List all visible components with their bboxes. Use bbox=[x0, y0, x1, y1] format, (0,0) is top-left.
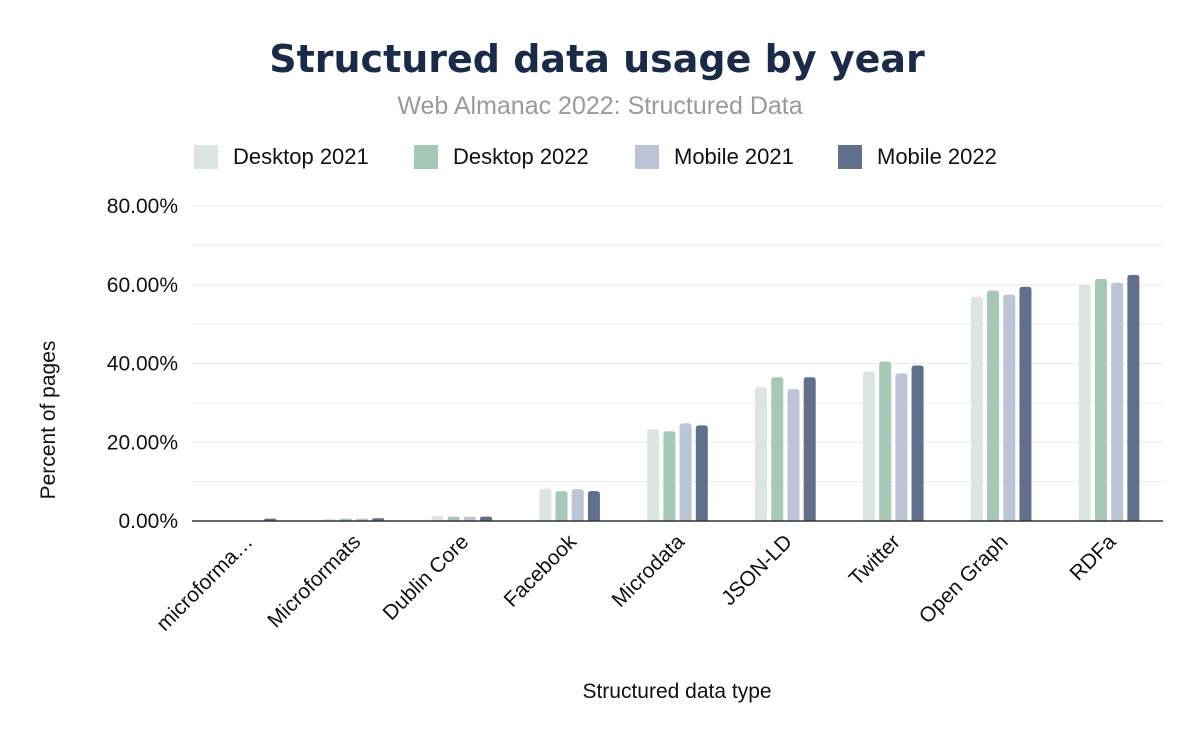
legend-swatch bbox=[635, 145, 659, 169]
bar bbox=[895, 373, 908, 521]
bar bbox=[480, 516, 493, 521]
bar bbox=[539, 488, 552, 521]
chart-subtitle: Web Almanac 2022: Structured Data bbox=[397, 92, 802, 120]
x-tick-label: Microdata bbox=[608, 530, 690, 612]
x-axis-title: Structured data type bbox=[582, 680, 771, 703]
chart-title: Structured data usage by year bbox=[269, 37, 925, 81]
bar bbox=[987, 290, 1000, 521]
bar bbox=[463, 516, 476, 521]
bar bbox=[862, 371, 875, 521]
y-tick-label: 0.00% bbox=[118, 510, 178, 533]
x-tick-label: JSON-LD bbox=[717, 530, 797, 610]
x-tick-label: Twitter bbox=[845, 530, 905, 590]
legend-label: Mobile 2021 bbox=[674, 144, 794, 169]
bar bbox=[970, 296, 983, 521]
gridlines bbox=[192, 205, 1163, 483]
bar bbox=[787, 389, 800, 521]
x-tick-label: RDFa bbox=[1066, 530, 1121, 585]
bar bbox=[695, 425, 708, 521]
y-axis-ticks: 0.00% 20.00% 40.00% 60.00% 80.00% bbox=[107, 195, 178, 533]
legend-swatch bbox=[838, 145, 862, 169]
bar bbox=[647, 429, 660, 521]
bar bbox=[755, 387, 768, 521]
legend-label: Mobile 2022 bbox=[877, 144, 997, 169]
bar bbox=[1003, 294, 1016, 521]
bar bbox=[555, 491, 568, 521]
y-tick-label: 40.00% bbox=[107, 353, 178, 376]
x-tick-label: Facebook bbox=[500, 530, 582, 612]
x-tick-label: Microformats bbox=[263, 530, 365, 632]
bar bbox=[587, 491, 600, 521]
legend-swatch bbox=[194, 145, 218, 169]
bar bbox=[879, 361, 892, 521]
legend: Desktop 2021 Desktop 2022 Mobile 2021 Mobil… bbox=[194, 144, 997, 169]
bar bbox=[1019, 286, 1032, 521]
bar bbox=[431, 515, 444, 521]
x-tick-label: microforma… bbox=[152, 530, 257, 635]
bar bbox=[1078, 284, 1091, 521]
bar bbox=[447, 516, 460, 521]
y-axis-title: Percent of pages bbox=[37, 341, 60, 500]
bars bbox=[215, 274, 1140, 521]
y-tick-label: 80.00% bbox=[107, 195, 178, 218]
bar bbox=[1127, 274, 1140, 521]
x-tick-label: Dublin Core bbox=[379, 530, 474, 625]
x-axis-labels: microforma… Microformats Dublin Core Facebo… bbox=[152, 530, 1121, 636]
bar bbox=[803, 377, 816, 521]
bar bbox=[771, 377, 784, 521]
y-tick-label: 60.00% bbox=[107, 274, 178, 297]
bar bbox=[1094, 278, 1107, 521]
legend-label: Desktop 2022 bbox=[453, 144, 589, 169]
bar bbox=[679, 423, 692, 521]
legend-label: Desktop 2021 bbox=[233, 144, 369, 169]
legend-swatch bbox=[414, 145, 438, 169]
bar bbox=[1111, 282, 1124, 521]
x-tick-label: Open Graph bbox=[915, 530, 1013, 628]
bar bbox=[663, 431, 676, 521]
bar bbox=[571, 489, 584, 521]
bar bbox=[911, 365, 924, 521]
y-tick-label: 20.00% bbox=[107, 431, 178, 454]
